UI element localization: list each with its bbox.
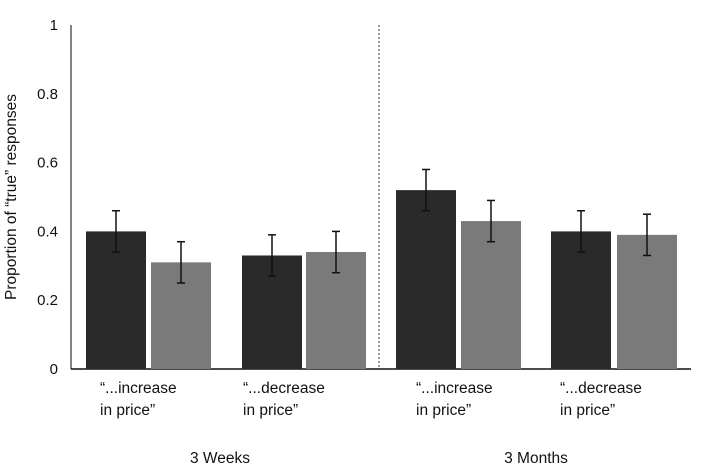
bar [86, 231, 146, 369]
y-tick-label: 0.4 [37, 223, 58, 240]
bar [617, 234, 677, 369]
category-label-line2: in price” [100, 402, 155, 419]
bar [461, 221, 521, 369]
bar [396, 190, 456, 369]
category-label-line1: “...increase [100, 380, 177, 397]
category-label-line1: “...decrease [243, 380, 325, 397]
group-label: 3 Weeks [190, 450, 250, 467]
category-label-line1: “...increase [416, 380, 493, 397]
y-tick-label: 1 [50, 17, 58, 34]
bar [551, 231, 611, 369]
y-axis-label: Proportion of “true” responses [3, 94, 20, 300]
category-label-line2: in price” [560, 402, 615, 419]
y-tick-label: 0.2 [37, 292, 58, 309]
category-label-line2: in price” [416, 402, 471, 419]
y-tick-label: 0.8 [37, 86, 58, 103]
y-tick-label: 0.6 [37, 155, 58, 172]
category-label-line2: in price” [243, 402, 298, 419]
y-tick-label: 0 [50, 361, 58, 378]
category-label-line1: “...decrease [560, 380, 642, 397]
group-label: 3 Months [504, 450, 568, 467]
